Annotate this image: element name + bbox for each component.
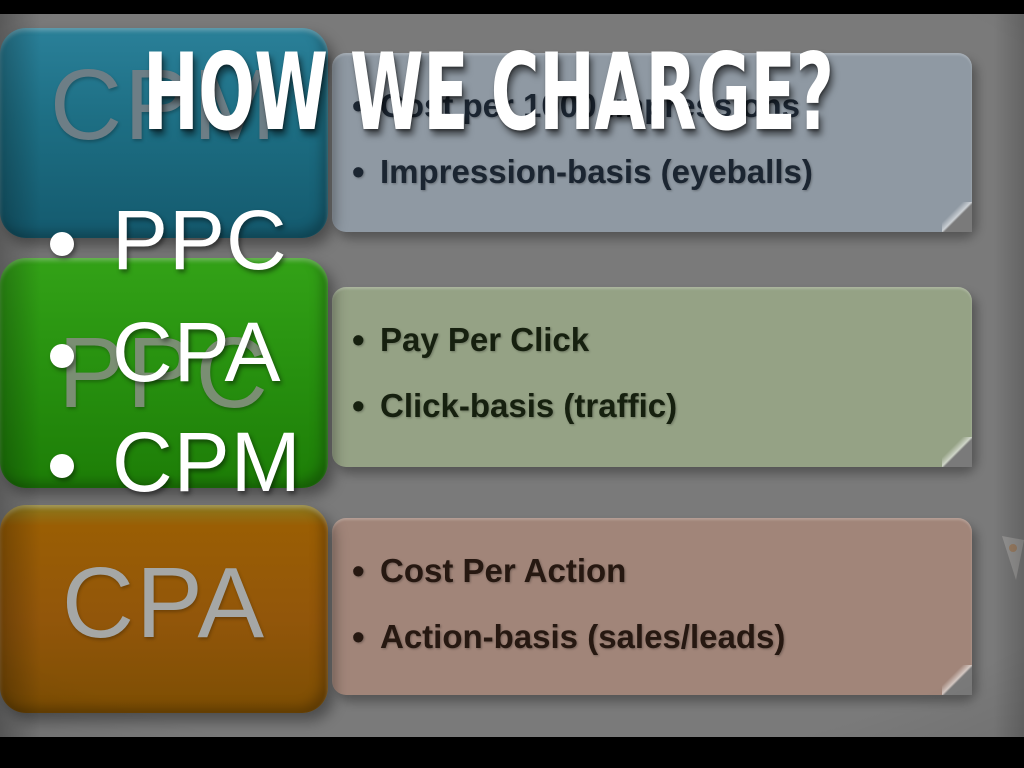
overlay-label-cpa: CPA — [112, 305, 282, 399]
cpa-panel: Cost Per Action Action-basis (sales/lead… — [332, 518, 972, 695]
bullet-dot-icon — [50, 454, 74, 478]
cpm-panel: Cost per 1000 impressions Impression-bas… — [332, 53, 972, 232]
bullet-dot-icon — [50, 344, 74, 368]
page-curl-icon — [942, 437, 972, 467]
ppc-bullet-1: Pay Per Click — [352, 307, 972, 373]
page-curl-icon — [942, 665, 972, 695]
overlay-item-ppc: PPC — [50, 198, 288, 282]
ppc-tab-label: PPC — [58, 317, 270, 429]
cpa-bullet-2: Action-basis (sales/leads) — [352, 604, 972, 670]
letterbox-top — [0, 0, 1024, 14]
overlay-label-ppc: PPC — [112, 193, 288, 287]
slide-title: HOW WE CHARGE? — [143, 31, 834, 154]
ppc-bullet-list: Pay Per Click Click-basis (traffic) — [332, 287, 972, 439]
edge-artifact-icon — [1002, 536, 1024, 580]
cpm-tab-label: CPM — [49, 49, 279, 161]
ppc-bullet-2: Click-basis (traffic) — [352, 373, 972, 439]
ppc-tab: PPC — [0, 258, 328, 488]
cpa-tab-label: CPA — [61, 547, 267, 659]
cpa-tab: CPA — [0, 505, 328, 713]
letterbox-bottom — [0, 737, 1024, 768]
cpa-bullet-list: Cost Per Action Action-basis (sales/lead… — [332, 518, 972, 670]
cpm-tab: CPM — [0, 28, 328, 238]
cpa-bullet-1: Cost Per Action — [352, 538, 972, 604]
cpm-bullet-2: Impression-basis (eyeballs) — [352, 139, 972, 205]
page-curl-icon — [942, 202, 972, 232]
overlay-item-cpa: CPA — [50, 310, 281, 394]
overlay-label-cpm: CPM — [112, 415, 302, 509]
ppc-panel: Pay Per Click Click-basis (traffic) — [332, 287, 972, 467]
bullet-dot-icon — [50, 232, 74, 256]
cpm-bullet-list: Cost per 1000 impressions Impression-bas… — [332, 53, 972, 205]
overlay-item-cpm: CPM — [50, 420, 302, 504]
cpm-bullet-1: Cost per 1000 impressions — [352, 73, 972, 139]
